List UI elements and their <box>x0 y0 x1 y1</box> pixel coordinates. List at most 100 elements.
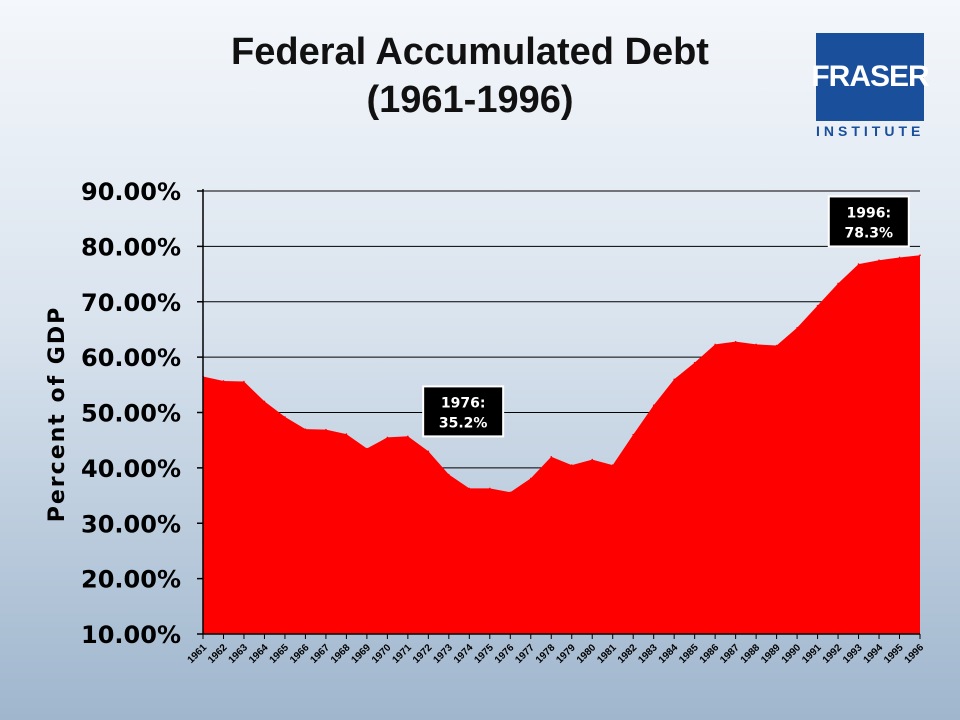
x-tick-label: 1978 <box>534 642 558 666</box>
x-tick-label: 1995 <box>882 642 906 666</box>
x-tick-labels: 1961196219631964196519661967196819691970… <box>186 642 927 666</box>
title-line-2: (1961-1996) <box>366 79 574 121</box>
y-tick-label: 50.00% <box>81 400 181 428</box>
x-tick-label: 1985 <box>677 642 701 666</box>
slide-title: Federal Accumulated Debt (1961-1996) <box>150 28 790 124</box>
fraser-institute-logo: FRASER INSTITUTE <box>811 33 930 141</box>
axes <box>197 189 921 639</box>
x-tick-label: 1982 <box>616 642 640 666</box>
x-tick-label: 1994 <box>862 642 886 666</box>
annotation-callout: 1996: 78.3% <box>827 195 910 248</box>
annotation-year: 1996: <box>846 205 891 221</box>
data-point <box>816 304 819 307</box>
data-point <box>345 433 348 435</box>
y-tick-label: 60.00% <box>81 344 181 372</box>
data-point <box>509 491 512 494</box>
x-tick-label: 1980 <box>575 642 599 666</box>
data-point <box>550 456 553 458</box>
data-point <box>632 433 634 436</box>
data-point <box>427 450 430 453</box>
annotation-value: 35.2% <box>439 415 488 431</box>
x-tick-label: 1996 <box>903 642 927 666</box>
y-tick-label: 30.00% <box>81 510 181 538</box>
y-tick-label: 20.00% <box>81 566 181 594</box>
data-point <box>837 282 839 285</box>
data-point <box>878 259 880 262</box>
y-axis-label: Percent of GDP <box>45 306 70 522</box>
x-tick-label: 1990 <box>780 642 804 666</box>
data-point <box>652 404 655 407</box>
x-tick-label: 1971 <box>390 642 414 666</box>
data-point <box>529 477 532 480</box>
x-tick-label: 1962 <box>206 642 230 666</box>
data-point <box>796 326 798 329</box>
x-tick-label: 1964 <box>247 642 271 666</box>
x-tick-label: 1992 <box>821 642 845 666</box>
data-point <box>366 447 368 450</box>
data-point <box>898 256 901 259</box>
x-tick-label: 1986 <box>698 642 722 666</box>
x-tick-label: 1974 <box>452 642 476 666</box>
x-tick-label: 1983 <box>636 642 660 666</box>
data-point <box>775 344 778 347</box>
logo-word: FRASER <box>811 60 929 93</box>
y-tick-label: 40.00% <box>81 455 181 483</box>
data-point <box>222 380 225 382</box>
x-tick-label: 1965 <box>268 642 292 666</box>
x-tick-label: 1970 <box>370 642 394 666</box>
x-tick-label: 1993 <box>841 642 865 666</box>
x-tick-label: 1975 <box>472 642 496 666</box>
data-point <box>857 263 860 265</box>
y-tick-labels: 10.00% 20.00% 30.00% 40.00% 50.00% 60.00% 70.0… <box>81 178 181 649</box>
title-line-1: Federal Accumulated Debt <box>231 31 709 73</box>
data-point <box>448 473 450 476</box>
data-point <box>407 435 409 438</box>
x-tick-label: 1963 <box>227 642 251 666</box>
data-point <box>919 254 921 257</box>
data-point <box>591 458 594 461</box>
x-tick-label: 1991 <box>800 642 824 666</box>
y-tick-label: 10.00% <box>81 621 181 649</box>
data-point <box>284 416 286 418</box>
data-point <box>304 428 307 430</box>
data-point <box>734 340 737 343</box>
x-tick-label: 1969 <box>349 642 373 666</box>
logo-subtitle: INSTITUTE <box>816 123 925 139</box>
annotations: 1976: 35.2% 1996: 78.3% <box>422 195 910 438</box>
data-point <box>243 380 245 383</box>
x-tick-label: 1968 <box>329 642 353 666</box>
x-tick-label: 1976 <box>493 642 517 666</box>
area-fill <box>203 255 920 635</box>
annotation-box <box>422 385 505 438</box>
x-tick-label: 1966 <box>288 642 312 666</box>
data-point <box>693 361 696 364</box>
data-point <box>489 487 491 490</box>
x-tick-label: 1987 <box>718 642 742 666</box>
area-series <box>202 254 921 635</box>
annotation-year: 1976: <box>441 395 486 411</box>
data-point <box>673 378 675 381</box>
y-tick-label: 80.00% <box>81 233 181 261</box>
annotation-value: 78.3% <box>844 225 893 241</box>
data-point <box>714 343 716 346</box>
x-tick-label: 1967 <box>309 642 333 666</box>
data-point <box>325 428 327 431</box>
data-point <box>755 343 757 346</box>
data-point <box>263 400 266 403</box>
y-tick-label: 90.00% <box>81 178 181 206</box>
data-point <box>570 464 573 466</box>
x-tick-label: 1981 <box>595 642 619 666</box>
x-tick-label: 1979 <box>554 642 578 666</box>
x-tick-label: 1973 <box>431 642 455 666</box>
x-tick-label: 1984 <box>657 642 681 666</box>
data-point <box>468 487 471 490</box>
x-tick-label: 1961 <box>186 642 210 666</box>
data-point <box>386 436 389 439</box>
y-tick-label: 70.00% <box>81 289 181 317</box>
logo-box: FRASER <box>811 33 930 121</box>
x-tick-label: 1989 <box>759 642 783 666</box>
x-tick-label: 1988 <box>739 642 763 666</box>
x-tick-label: 1972 <box>411 642 435 666</box>
x-tick-label: 1977 <box>513 642 537 666</box>
